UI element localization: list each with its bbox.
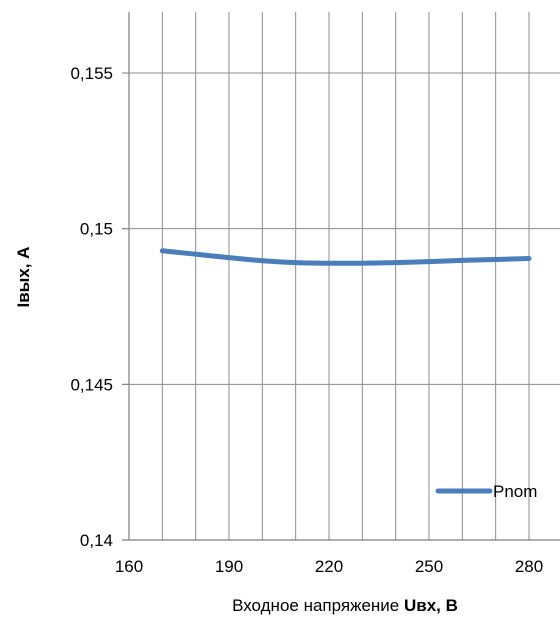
series-layer [159, 248, 532, 266]
y-tick-label: 0,155 [70, 64, 113, 83]
legend-label: Pnom [493, 482, 537, 501]
x-tick-label: 160 [115, 557, 143, 576]
x-tick-label: 250 [415, 557, 443, 576]
x-tick-label: 220 [315, 557, 343, 576]
x-tick-label: 280 [515, 557, 543, 576]
x-tick-label: 190 [215, 557, 243, 576]
series-line [159, 248, 532, 266]
y-tick-label: 0,15 [80, 220, 113, 239]
x-axis-title-text: Входное напряжение [232, 596, 404, 615]
axes [122, 12, 560, 541]
grid [122, 12, 560, 541]
x-axis-title-unit: Uвх, В [404, 596, 458, 615]
y-tick-label: 0,14 [80, 531, 113, 550]
legend: Pnom [435, 482, 537, 501]
x-axis-title: Входное напряжение Uвх, В [232, 596, 458, 615]
y-axis-title: Iвых, А [14, 247, 33, 308]
y-tick-label: 0,145 [70, 375, 113, 394]
